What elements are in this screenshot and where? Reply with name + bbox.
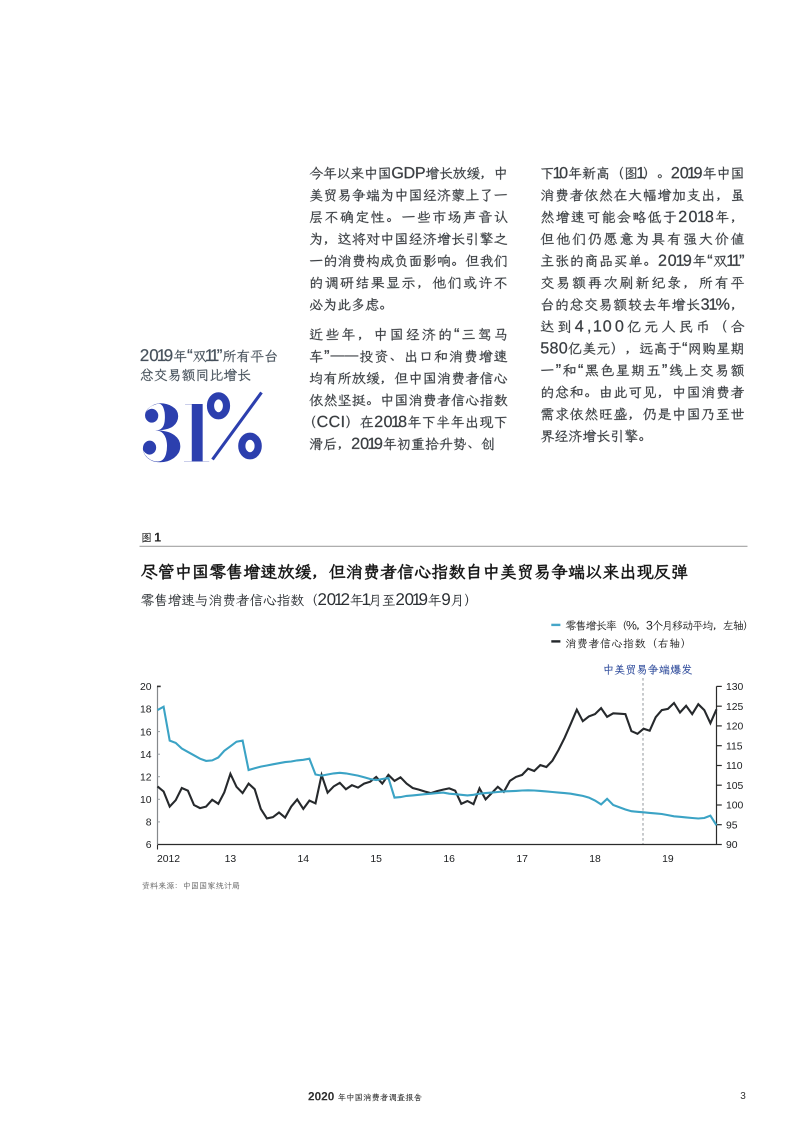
svg-text:95: 95	[726, 820, 738, 831]
svg-text:110: 110	[726, 761, 743, 772]
svg-text:13: 13	[225, 854, 237, 865]
svg-text:100: 100	[726, 801, 744, 812]
svg-text:14: 14	[140, 750, 152, 761]
svg-text:2012: 2012	[157, 854, 180, 865]
svg-text:130: 130	[726, 682, 744, 693]
svg-text:90: 90	[726, 840, 738, 851]
svg-text:10: 10	[140, 795, 152, 806]
svg-text:15: 15	[370, 854, 382, 865]
svg-text:125: 125	[726, 702, 744, 713]
svg-text:18: 18	[589, 854, 601, 865]
svg-text:105: 105	[726, 781, 744, 792]
svg-text:8: 8	[146, 818, 152, 829]
svg-text:16: 16	[140, 727, 152, 738]
svg-text:120: 120	[726, 722, 744, 733]
svg-text:19: 19	[662, 854, 674, 865]
svg-text:17: 17	[516, 854, 528, 865]
svg-text:115: 115	[726, 741, 743, 752]
svg-text:12: 12	[140, 772, 152, 783]
svg-text:18: 18	[140, 705, 152, 716]
svg-text:16: 16	[443, 854, 455, 865]
svg-text:14: 14	[298, 854, 310, 865]
svg-text:20: 20	[140, 682, 152, 693]
svg-text:6: 6	[146, 840, 152, 851]
svg-text:3: 3	[740, 1091, 746, 1102]
